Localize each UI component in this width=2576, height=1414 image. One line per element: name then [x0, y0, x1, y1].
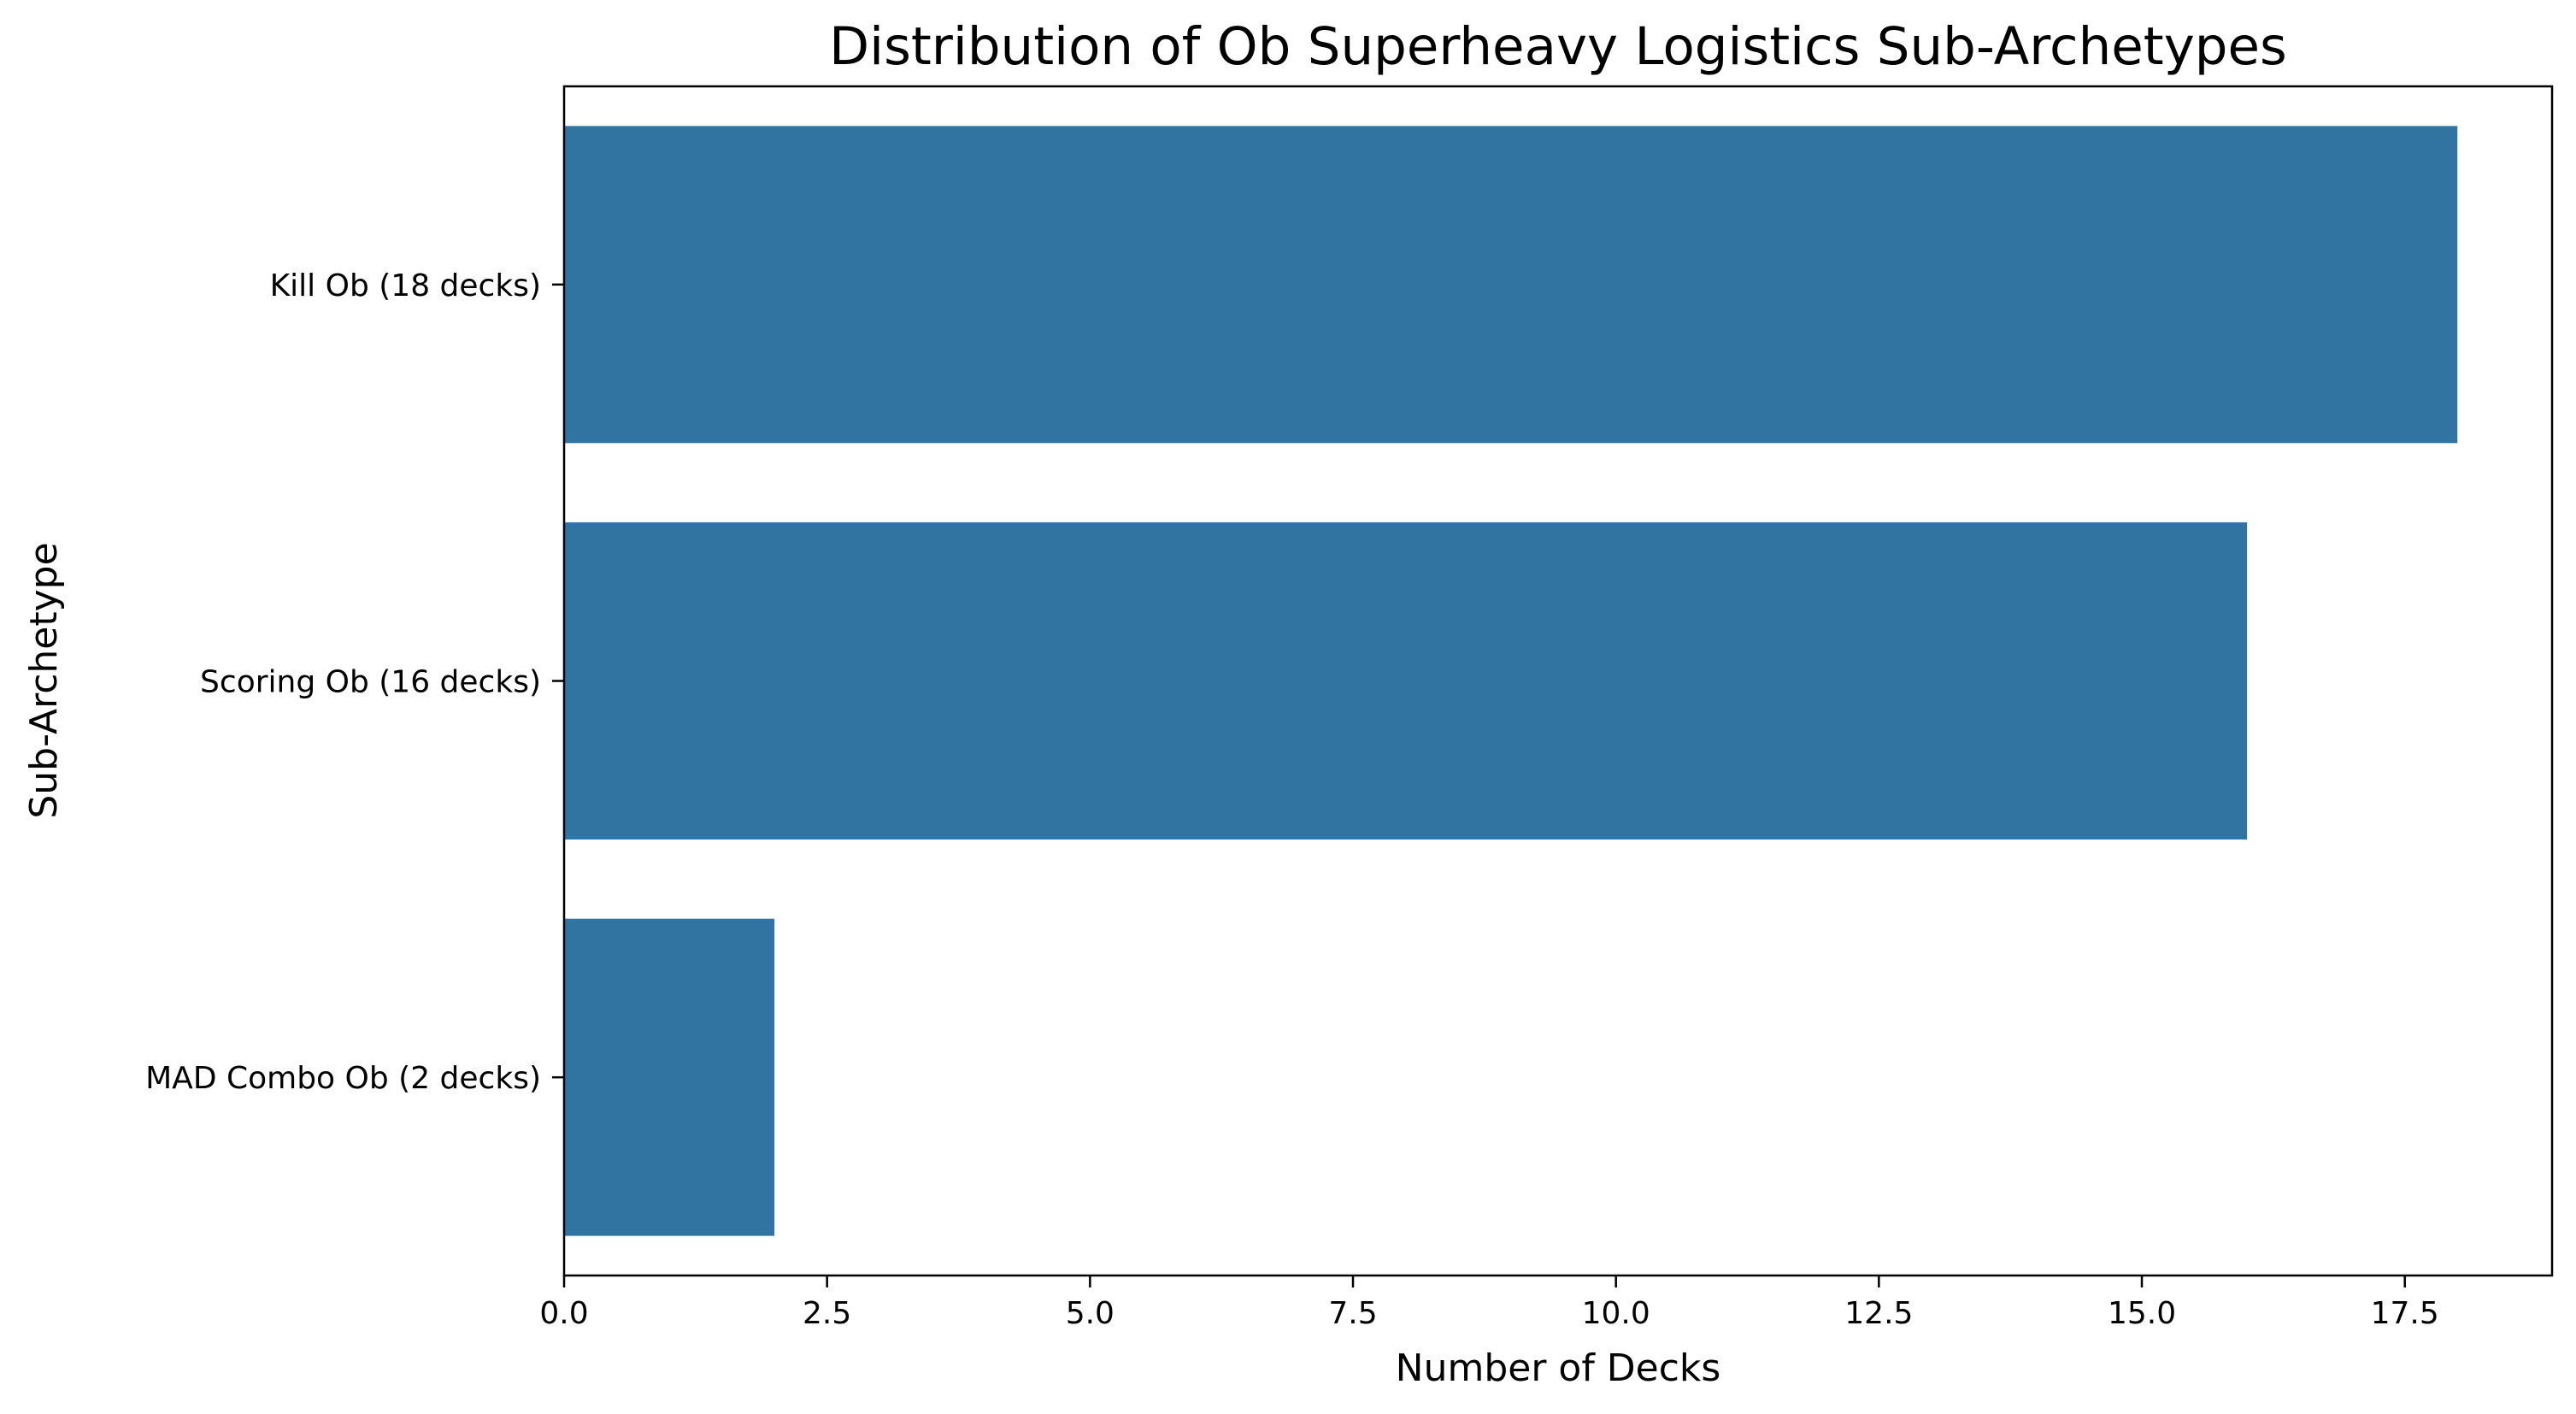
x-ticks-group: 0.0 2.5 5.0 7.5 10.0 12.5 15.0 17.5	[539, 1276, 2439, 1331]
x-tick-label-2: 5.0	[1066, 1296, 1115, 1331]
plot-area-frame	[562, 85, 2554, 1277]
x-tick-label-1: 2.5	[803, 1296, 851, 1331]
y-tick-label-1: Scoring Ob (16 decks)	[200, 665, 541, 700]
x-tick-label-4: 10.0	[1582, 1296, 1650, 1331]
bar-1	[564, 522, 2248, 840]
x-tick-label-5: 12.5	[1844, 1296, 1913, 1331]
y-tick-label-0: Kill Ob (18 decks)	[270, 268, 541, 303]
x-tick-label-7: 17.5	[2371, 1296, 2439, 1331]
x-tick-label-0: 0.0	[539, 1296, 588, 1331]
bar-0	[564, 126, 2458, 444]
y-tick-label-2: MAD Combo Ob (2 decks)	[145, 1061, 541, 1096]
chart-title: Distribution of Ob Superheavy Logistics …	[829, 16, 2287, 77]
bars-group	[564, 126, 2458, 1236]
x-axis-label: Number of Decks	[1396, 1346, 1721, 1390]
y-ticks-group: Kill Ob (18 decks) Scoring Ob (16 decks) M…	[145, 268, 564, 1096]
bar-2	[564, 918, 775, 1236]
x-tick-label-6: 15.0	[2108, 1296, 2176, 1331]
x-tick-label-3: 7.5	[1328, 1296, 1377, 1331]
y-axis-label: Sub-Archetype	[22, 542, 66, 818]
